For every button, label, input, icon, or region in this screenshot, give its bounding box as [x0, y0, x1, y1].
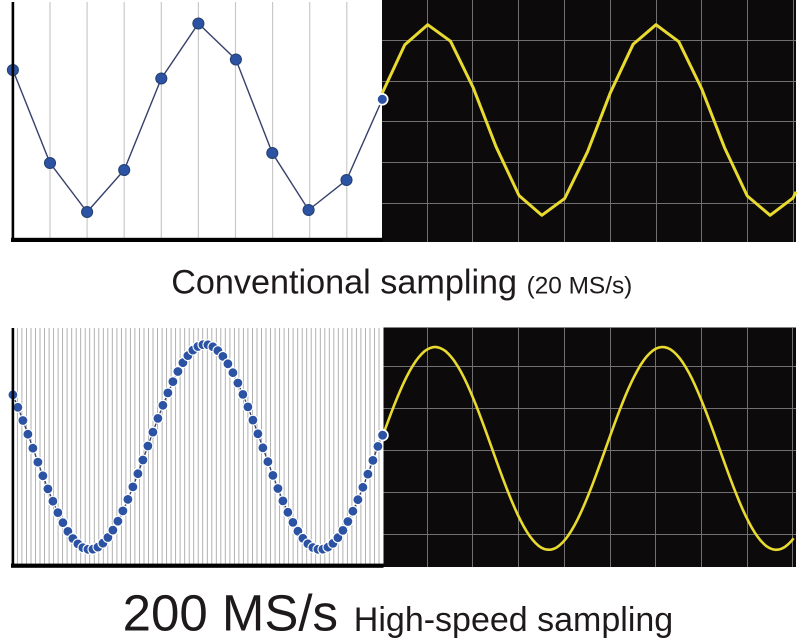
svg-text:Conventional sampling (20 MS/s: Conventional sampling (20 MS/s)	[171, 263, 632, 301]
svg-text:High-speed sampling: High-speed sampling	[354, 601, 673, 639]
svg-text:200 MS/s: 200 MS/s	[123, 585, 338, 640]
